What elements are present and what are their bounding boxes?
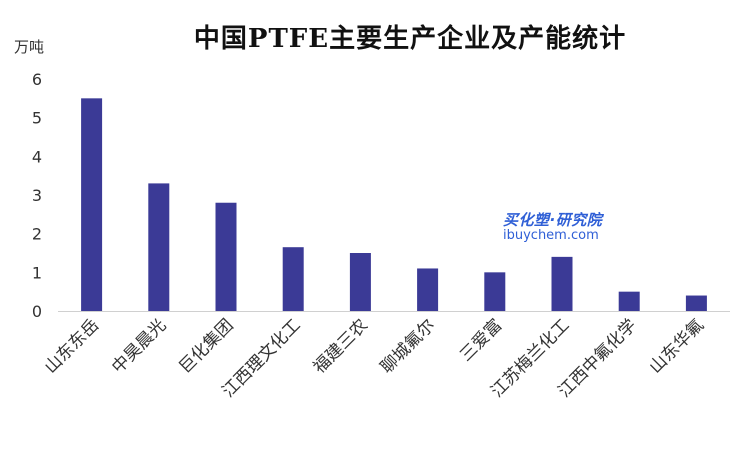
- x-category-label: 山东东岳: [41, 315, 103, 377]
- chart-title: 中国PTFE主要生产企业及产能统计: [193, 24, 627, 54]
- y-axis-ticks: 0 1 2 3 4 5 6: [32, 70, 42, 321]
- x-category-label: 巨化集团: [175, 315, 237, 377]
- y-tick-label: 6: [32, 70, 42, 89]
- watermark-brand-text: 买化塑·研究院: [503, 211, 603, 229]
- y-tick-label: 5: [32, 109, 42, 128]
- watermark-url-text: ibuychem.com: [503, 228, 599, 244]
- x-category-label: 山东华氟: [646, 315, 708, 377]
- y-tick-label: 4: [32, 147, 42, 166]
- y-tick-label: 2: [32, 225, 42, 244]
- bar: [215, 202, 237, 311]
- watermark-logo: 买化塑·研究院 ibuychem.com: [503, 211, 603, 244]
- bar: [551, 256, 573, 311]
- bar: [484, 272, 506, 311]
- x-category-label: 福建三农: [310, 315, 372, 377]
- y-tick-label: 1: [32, 263, 42, 282]
- y-tick-label: 3: [32, 186, 42, 205]
- bar: [148, 183, 170, 311]
- bar: [685, 295, 707, 311]
- bar: [81, 98, 103, 311]
- x-category-label: 聊城氟尔: [377, 315, 439, 377]
- y-tick-label: 0: [32, 302, 42, 321]
- bar: [349, 253, 371, 311]
- bar: [618, 291, 640, 311]
- bar-series: [81, 98, 707, 311]
- bar: [417, 268, 439, 311]
- x-category-label: 三爱富: [456, 315, 506, 365]
- bar: [282, 247, 304, 311]
- y-axis-unit-label: 万吨: [14, 38, 45, 56]
- x-category-label: 中昊晨光: [108, 315, 170, 377]
